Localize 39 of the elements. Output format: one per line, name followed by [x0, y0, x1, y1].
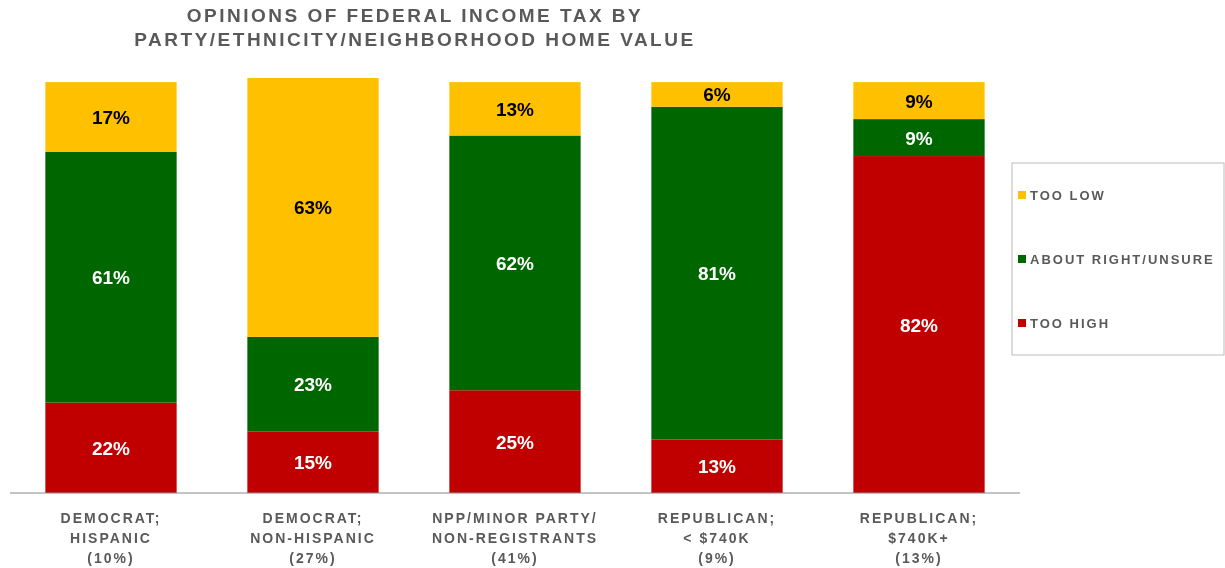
data-label: 25%: [495, 431, 535, 453]
bar: [247, 431, 379, 493]
bar: [651, 439, 783, 493]
bar: [247, 78, 379, 337]
bar: [45, 82, 177, 152]
legend-label: TOO LOW: [1030, 188, 1106, 203]
legend-label: ABOUT RIGHT/UNSURE: [1030, 252, 1215, 267]
bar: [45, 151, 177, 403]
bar: [853, 156, 985, 493]
x-tick-label: DEMOCRAT; HISPANIC (10%): [60, 510, 162, 566]
data-label: 13%: [495, 98, 535, 120]
data-label: 17%: [91, 107, 131, 129]
data-label: 61%: [91, 267, 131, 289]
data-label: 23%: [293, 374, 333, 396]
data-label: 82%: [899, 314, 939, 336]
data-label: 81%: [697, 263, 737, 285]
legend-label: TOO HIGH: [1030, 316, 1111, 331]
bar: [449, 82, 581, 136]
data-label: 9%: [905, 90, 933, 112]
bar: [449, 390, 581, 493]
data-label: 63%: [293, 197, 333, 219]
x-tick-label: REPUBLICAN; $740K+ (13%): [859, 510, 979, 566]
bar: [853, 82, 985, 120]
chart-title: OPINIONS OF FEDERAL INCOME TAX BY PARTY/ETHNICITY/NEIGHBORHOOD HOME VALUE: [134, 5, 696, 50]
data-label: 15%: [293, 452, 333, 474]
bar: [651, 82, 783, 107]
data-label: 62%: [495, 252, 535, 274]
bar: [449, 135, 581, 391]
x-tick-label: REPUBLICAN; < $740K (9%): [657, 510, 777, 566]
bar: [853, 119, 985, 157]
x-tick-label: NPP/MINOR PARTY/ NON-REGISTRANTS (41%): [431, 510, 599, 566]
bar: [651, 106, 783, 440]
data-label: 22%: [91, 437, 131, 459]
data-label: 6%: [703, 84, 731, 106]
x-tick-label: DEMOCRAT; NON-HISPANIC (27%): [250, 510, 376, 566]
bar: [45, 402, 177, 493]
data-label: 13%: [697, 456, 737, 478]
data-label: 9%: [905, 127, 933, 149]
bar: [247, 336, 379, 432]
